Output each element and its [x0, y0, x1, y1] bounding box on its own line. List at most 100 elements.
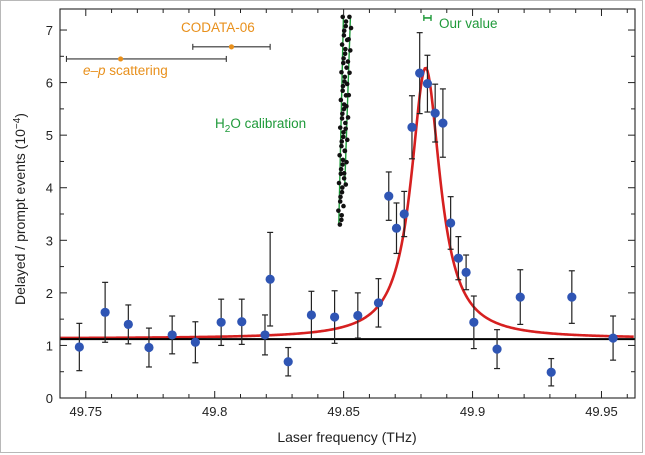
data-point	[415, 68, 425, 78]
calibration-point	[343, 46, 348, 52]
data-point	[74, 342, 84, 352]
calibration-point	[343, 182, 349, 187]
data-points	[74, 68, 618, 377]
y-tick-label: 2	[46, 286, 53, 301]
calibration-point	[338, 97, 344, 103]
calibration-point	[339, 217, 344, 223]
calibration-point	[340, 111, 345, 117]
calibration-point	[339, 213, 344, 218]
calibration-point	[340, 185, 345, 190]
calibration-point	[339, 143, 344, 149]
calibration-point	[340, 60, 346, 66]
calibration-point	[338, 171, 344, 177]
calibration-point	[345, 115, 351, 120]
calibration-point	[337, 125, 343, 130]
calibration-point	[341, 171, 347, 176]
annotations	[65, 14, 432, 62]
data-point	[492, 344, 502, 354]
data-point	[373, 298, 384, 308]
calibration-point	[344, 81, 350, 87]
calibration-point	[341, 129, 346, 135]
calibration-point	[338, 166, 344, 172]
calibration-point	[342, 148, 348, 154]
calibration-line	[338, 16, 345, 225]
calibration-point	[341, 33, 347, 38]
plot-border	[59, 8, 636, 399]
calibration-point	[343, 120, 348, 126]
data-point	[567, 292, 577, 302]
calibration-point	[337, 222, 343, 227]
data-point	[446, 218, 456, 228]
y-tick-label: 3	[46, 233, 53, 248]
calibration-point	[347, 70, 352, 76]
data-point	[260, 330, 270, 340]
h2o-calibration	[336, 14, 354, 227]
calibration-point	[339, 69, 344, 75]
y-tick-label: 0	[46, 391, 53, 406]
calibration-point	[338, 194, 343, 200]
data-point	[123, 319, 133, 330]
data-point	[469, 317, 479, 327]
ticks: 49.75 49.8 49.85 49.9 49.95 0 1 2 3 4 5 6 7	[46, 9, 635, 419]
data-point	[430, 108, 440, 118]
calibration-point	[340, 134, 346, 140]
calibration-point	[340, 157, 346, 163]
h2o-calibration-label: H2O calibration	[215, 116, 306, 135]
calibration-point	[339, 139, 345, 144]
calibration-point	[343, 19, 349, 24]
calibration-point	[339, 116, 345, 121]
data-point	[283, 357, 293, 367]
calibration-point	[347, 48, 353, 53]
calibration-point	[348, 25, 354, 31]
calibration-point	[347, 14, 352, 20]
fit-layer	[59, 66, 634, 340]
data-point	[216, 317, 226, 327]
x-tick-label: 49.75	[70, 404, 103, 419]
data-point	[330, 312, 340, 322]
y-axis-title: Delayed / prompt events (10−4)	[12, 113, 28, 305]
data-point	[306, 310, 317, 320]
calibration-point	[337, 153, 342, 158]
calibration-point	[341, 56, 346, 61]
data-point	[100, 307, 110, 317]
calibration-point	[337, 199, 343, 204]
fit-curve	[59, 66, 634, 340]
ep-scattering-center	[117, 56, 124, 62]
x-tick-label: 49.85	[327, 404, 360, 419]
calibration-line	[344, 16, 352, 185]
error-bars	[76, 32, 617, 387]
calibration-point	[345, 59, 351, 64]
x-axis-title: Laser frequency (THz)	[277, 429, 416, 445]
ep-label: e–p scattering	[83, 63, 168, 78]
x-tick-label: 49.95	[585, 404, 618, 419]
data-point	[453, 253, 463, 263]
calibration-point	[340, 88, 345, 94]
data-point	[384, 191, 394, 201]
data-point	[461, 267, 471, 277]
data-point	[515, 292, 525, 302]
calibration-point	[341, 203, 346, 209]
calibration-point	[340, 14, 346, 20]
calibration-point	[344, 103, 349, 109]
calibration-point	[343, 126, 348, 131]
codata-center	[228, 44, 235, 50]
calibration-point	[336, 180, 342, 186]
data-point	[167, 330, 177, 340]
calibration-point	[342, 51, 348, 57]
calibration-point	[344, 137, 350, 143]
data-point	[190, 337, 200, 347]
calibration-point	[344, 65, 349, 70]
calibration-point	[339, 42, 345, 47]
calibration-point	[344, 159, 349, 165]
x-tick-label: 49.9	[460, 404, 485, 419]
data-point	[407, 122, 417, 132]
y-tick-label: 6	[46, 76, 53, 91]
codata-label: CODATA-06	[181, 20, 255, 35]
calibration-point	[342, 74, 348, 80]
y-tick-label: 1	[46, 338, 53, 353]
calibration-point	[346, 36, 351, 42]
data-point	[438, 118, 448, 128]
calibration-point	[340, 83, 346, 89]
calibration-point	[341, 28, 347, 34]
